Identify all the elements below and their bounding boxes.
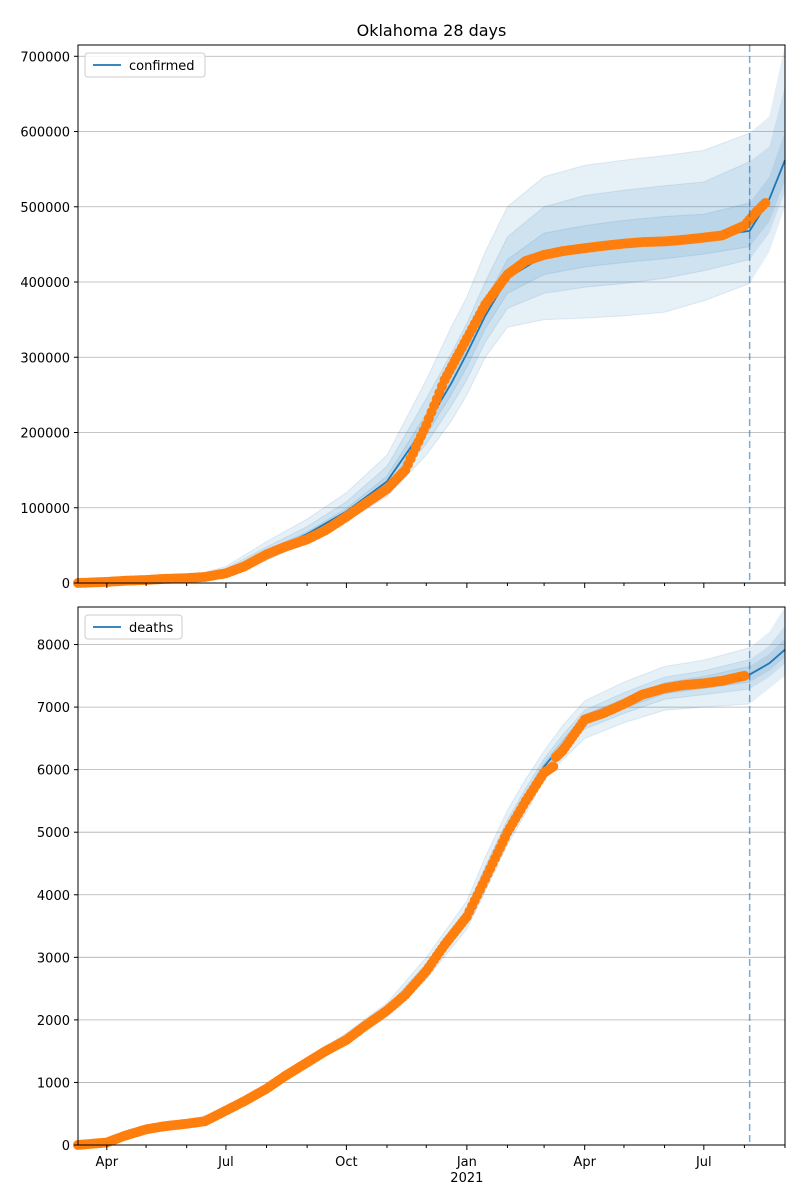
y-tick-label: 3000 <box>37 951 70 966</box>
y-tick-label: 7000 <box>37 701 70 716</box>
y-tick-label: 500000 <box>20 201 70 216</box>
uncertainty-band <box>77 658 751 1146</box>
y-tick-label: 4000 <box>37 889 70 904</box>
x-tick-label: Jan <box>456 1155 477 1170</box>
observed-point <box>548 761 559 772</box>
legend: deaths <box>84 614 183 640</box>
x-tick-label: Oct <box>335 1155 357 1170</box>
y-tick-label: 100000 <box>20 502 70 517</box>
observed-point <box>739 670 750 681</box>
legend-box <box>84 614 183 640</box>
deaths-panel: 0 1000 2000 3000 4000 5000 6000 7000 8000 Apr Jul O… <box>37 606 786 1186</box>
y-tick-label: 600000 <box>20 126 70 141</box>
uncertainty-band <box>77 202 751 584</box>
uncertainty-band <box>77 647 751 1146</box>
series-deaths <box>77 648 786 1146</box>
y-tick-label: 0 <box>62 1139 70 1154</box>
x-tick-label: Apr <box>96 1155 119 1170</box>
legend: confirmed <box>84 52 206 78</box>
y-tick-label: 300000 <box>20 351 70 366</box>
forecast-band <box>749 607 785 704</box>
x-tick-label: Jul <box>695 1155 712 1170</box>
y-tick-label: 6000 <box>37 764 70 779</box>
y-tick-label: 2000 <box>37 1014 70 1029</box>
y-tick-label: 700000 <box>20 50 70 65</box>
y-tick-label: 400000 <box>20 276 70 291</box>
x-tick-label: Jul <box>217 1155 234 1170</box>
x-tick-label: Apr <box>573 1155 596 1170</box>
legend-box <box>84 52 206 78</box>
forecast-band <box>749 638 785 683</box>
forecast-band <box>749 625 785 689</box>
chart-title: Oklahoma 28 days <box>357 21 507 40</box>
y-tick-label: 5000 <box>37 826 70 841</box>
legend-label: deaths <box>129 621 174 636</box>
x-year-label: 2021 <box>450 1171 483 1186</box>
y-tick-label: 8000 <box>37 639 70 654</box>
plot-frame <box>77 44 786 584</box>
y-tick-label: 200000 <box>20 427 70 442</box>
y-tick-label: 0 <box>62 577 70 592</box>
plot-frame <box>77 606 786 1146</box>
y-tick-label: 1000 <box>37 1076 70 1091</box>
uncertainty-band <box>77 665 751 1146</box>
legend-label: confirmed <box>129 59 195 74</box>
confirmed-panel: Oklahoma 28 days 0 100000 200000 300000 4000… <box>20 21 786 592</box>
observed-point <box>760 198 771 209</box>
forecast-band <box>749 45 785 284</box>
